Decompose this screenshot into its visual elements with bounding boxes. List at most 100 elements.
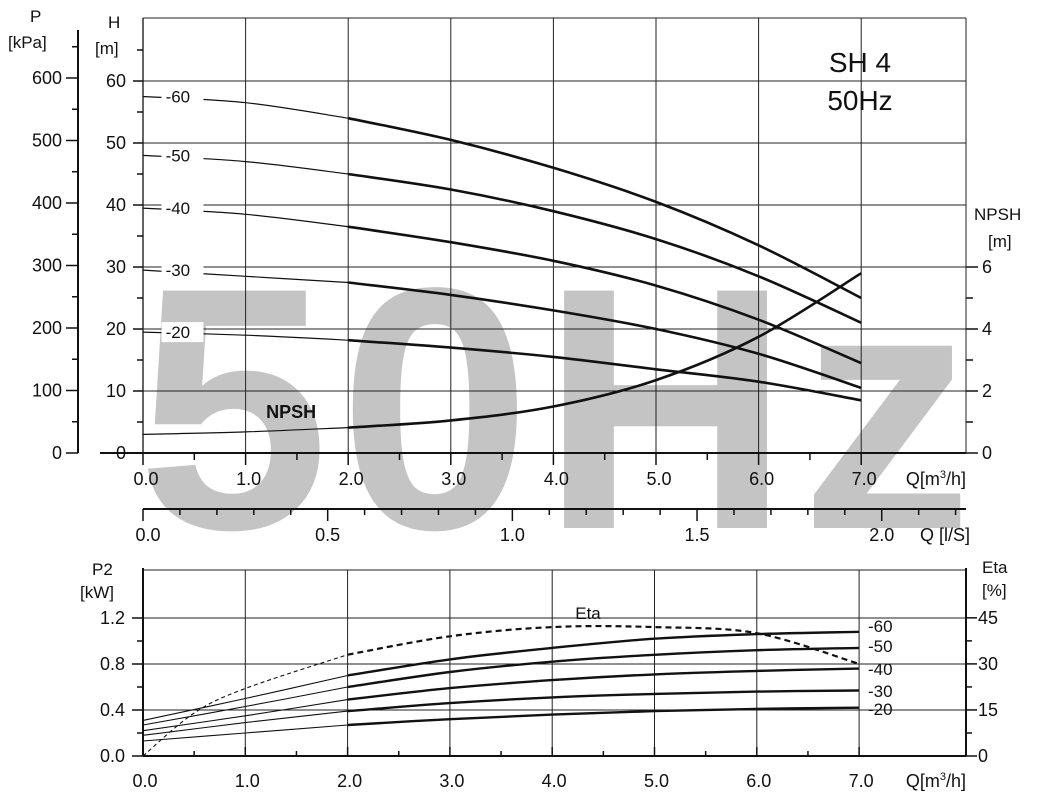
curve-label: -30	[166, 261, 191, 280]
npsh-curve	[348, 272, 862, 429]
head-curve	[348, 172, 862, 324]
x2-tick-label: 1.0	[500, 525, 525, 545]
curve-label: -60	[166, 88, 191, 107]
power-curve-thin	[142, 724, 348, 742]
p-tick-label: 100	[32, 381, 62, 401]
head-curve	[348, 281, 862, 390]
curve-label-bg	[161, 198, 204, 219]
p2-tick-label: 0.0	[100, 746, 125, 766]
npsh-tick-label: 2	[982, 381, 992, 401]
x-axis-label: Q[m3/h]	[906, 771, 966, 791]
x-tick-label: 3.0	[439, 771, 464, 791]
watermark-text: 50Hz	[137, 217, 982, 602]
p-axis-label: P	[30, 7, 41, 26]
p2-axis-label: P2	[92, 560, 113, 579]
h-axis-unit: [m]	[95, 39, 119, 58]
p2-tick-label: 1.2	[100, 608, 125, 628]
p-tick-label: 0	[52, 443, 62, 463]
x2-tick-label: 1.5	[685, 525, 710, 545]
curve-label: -50	[868, 637, 893, 656]
x-tick-label: 4.0	[544, 469, 569, 489]
npsh-curve-thin	[142, 427, 349, 435]
p-tick-label: 300	[32, 256, 62, 276]
x-axis-label: Q[m3/h]	[906, 469, 966, 489]
h-tick-label: 60	[106, 71, 126, 91]
p2-tick-label: 0.4	[100, 700, 125, 720]
x-axis-label-superscript: 3	[940, 469, 946, 481]
x-tick-label: 0.0	[132, 771, 157, 791]
power-curve	[347, 630, 860, 677]
power-curve	[347, 667, 860, 701]
power-curve-thin	[142, 686, 348, 726]
h-tick-label: 20	[106, 319, 126, 339]
x-tick-label: 5.0	[646, 469, 671, 489]
curve-label: -40	[166, 199, 191, 218]
eta-curve-label: Eta	[575, 604, 601, 623]
x-tick-label: 7.0	[849, 771, 874, 791]
eta-curve	[347, 624, 860, 665]
p-tick-label: 200	[32, 318, 62, 338]
x-tick-label: 6.0	[749, 469, 774, 489]
npsh-axis-label: NPSH	[974, 205, 1021, 224]
curve-label-bg	[161, 145, 204, 166]
npsh-curve-label: NPSH	[266, 402, 316, 422]
x-tick-label: 4.0	[542, 771, 567, 791]
h-tick-label: 50	[106, 133, 126, 153]
curve-label: -30	[868, 682, 893, 701]
curve-label: -60	[868, 617, 893, 636]
eta-axis-label: Eta	[982, 558, 1008, 577]
eta-tick-label: 15	[978, 700, 998, 720]
power-curve	[347, 689, 860, 713]
h-tick-label: 10	[106, 381, 126, 401]
curve-label-bg	[161, 86, 204, 107]
npsh-tick-label: 4	[982, 319, 992, 339]
x-tick-label: 7.0	[852, 469, 877, 489]
h-axis-label: H	[108, 13, 120, 32]
p2-axis-unit: [kW]	[80, 583, 114, 602]
npsh-tick-label: 0	[982, 443, 992, 463]
chart-subtitle: 50Hz	[827, 85, 892, 116]
npsh-tick-label: 6	[982, 257, 992, 277]
eta-tick-label: 30	[978, 654, 998, 674]
eta-axis-unit: [%]	[982, 581, 1007, 600]
curve-label: -20	[868, 700, 893, 719]
curve-label: -20	[166, 323, 191, 342]
x-tick-label: 2.0	[339, 469, 364, 489]
curve-label: -40	[868, 660, 893, 679]
x-tick-label: 2.0	[337, 771, 362, 791]
x2-axis-label: Q [l/S]	[920, 525, 970, 545]
x2-tick-label: 2.0	[869, 525, 894, 545]
x-tick-label: 5.0	[644, 771, 669, 791]
chart-title: SH 4	[829, 47, 891, 78]
head-curve	[348, 225, 862, 365]
p2-tick-label: 0.8	[100, 654, 125, 674]
p-tick-label: 600	[32, 68, 62, 88]
head-chart: 0.0 1.0 2.0 3.0 4.0 5.0 6.0 7.0 Q[m3/h] 0.0 0.5 1.0…	[8, 7, 1021, 545]
npsh-axis-unit: [m]	[988, 232, 1012, 251]
x2-tick-label: 0.0	[135, 525, 160, 545]
power-curve	[347, 706, 860, 727]
power-curve-thin	[142, 674, 348, 721]
p-axis-unit: [kPa]	[8, 33, 47, 52]
curve-label: -50	[166, 146, 191, 165]
x-tick-label: 1.0	[235, 771, 260, 791]
head-curve	[348, 338, 862, 402]
x-axis-label-superscript: 3	[940, 771, 946, 783]
eta-tick-label: 0	[978, 746, 988, 766]
power-chart: 0.0 1.0 2.0 3.0 4.0 5.0 6.0 7.0 Q[m3/h] 0.0 0.4 0.8…	[80, 558, 1008, 791]
eta-curve-thin	[142, 654, 348, 757]
x-tick-label: 1.0	[236, 469, 261, 489]
x-tick-label: 3.0	[441, 469, 466, 489]
h-tick-label: 0	[116, 443, 126, 463]
x-axis-label-end: /h]	[946, 771, 966, 791]
p-tick-label: 500	[32, 131, 62, 151]
x-tick-label: 0.0	[133, 469, 158, 489]
curve-label-bg	[161, 260, 204, 281]
power-curve-thin	[142, 699, 348, 732]
head-curve	[347, 116, 862, 300]
x2-tick-label: 0.5	[315, 525, 340, 545]
x-axis-label-end: /h]	[946, 469, 966, 489]
eta-tick-label: 45	[978, 608, 998, 628]
power-curve-thin	[142, 710, 348, 736]
